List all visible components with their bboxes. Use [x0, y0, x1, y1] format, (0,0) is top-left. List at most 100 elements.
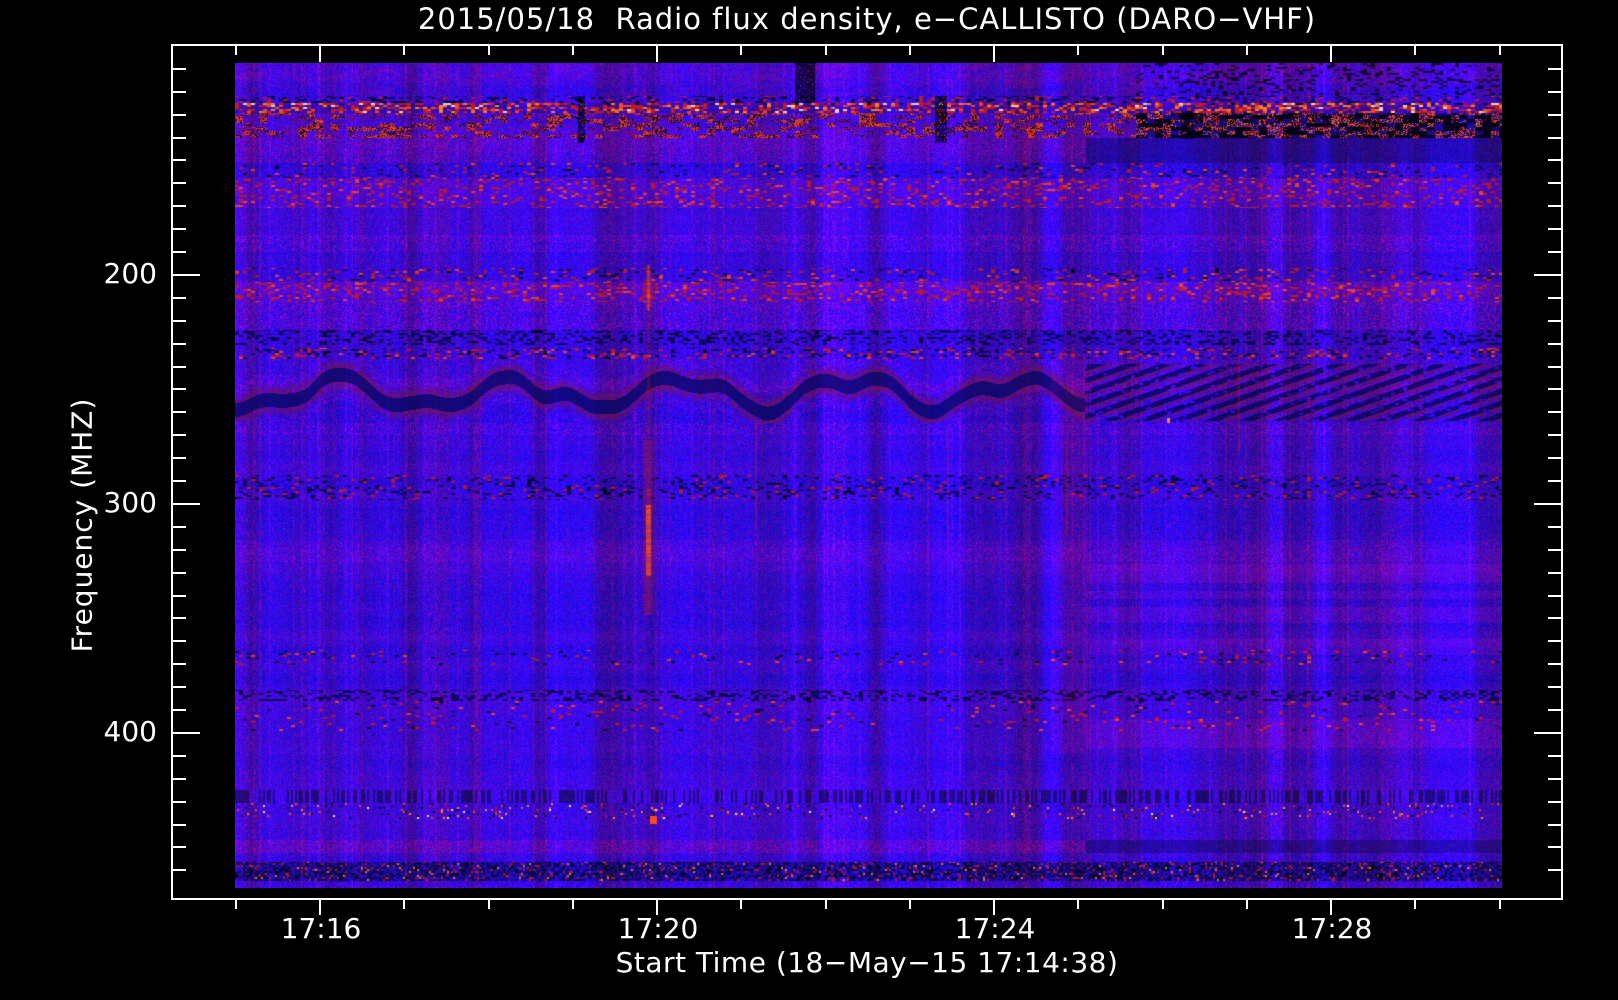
y-axis-tick	[1548, 869, 1561, 871]
x-axis-tick	[1414, 46, 1416, 55]
y-axis-tick	[173, 297, 186, 299]
y-axis-tick	[1534, 732, 1561, 734]
y-axis-tick	[1548, 297, 1561, 299]
x-axis-tick	[403, 900, 405, 909]
x-axis-tick	[1246, 900, 1248, 909]
x-axis-tick	[488, 900, 490, 909]
x-tick-label: 17:28	[1291, 912, 1373, 945]
y-tick-label: 200	[103, 257, 157, 290]
y-axis-tick	[173, 709, 186, 711]
x-axis-tick	[1162, 46, 1164, 55]
y-axis-tick	[173, 755, 186, 757]
y-axis-tick	[1548, 343, 1561, 345]
y-axis-tick	[173, 159, 186, 161]
y-axis-tick	[173, 663, 186, 665]
y-axis-tick	[1548, 137, 1561, 139]
y-axis-tick	[173, 388, 186, 390]
x-axis-title: Start Time (18−May−15 17:14:38)	[615, 946, 1119, 979]
y-axis-tick	[173, 686, 186, 688]
y-axis-tick	[1548, 572, 1561, 574]
x-axis-tick	[993, 46, 995, 62]
y-axis-tick	[173, 617, 186, 619]
x-axis-tick	[656, 46, 658, 62]
y-axis-tick	[1548, 159, 1561, 161]
y-axis-tick	[173, 801, 186, 803]
x-axis-tick	[403, 46, 405, 55]
x-axis-tick	[572, 46, 574, 55]
x-axis-tick	[1077, 46, 1079, 55]
y-axis-tick	[173, 251, 186, 253]
y-axis-tick	[1548, 617, 1561, 619]
y-axis-tick	[173, 549, 186, 551]
x-axis-tick	[1330, 900, 1332, 915]
x-axis-tick	[1330, 46, 1332, 62]
y-axis-tick	[1548, 205, 1561, 207]
chart-title: 2015/05/18 Radio flux density, e−CALLIST…	[417, 2, 1317, 36]
y-axis-tick	[1548, 709, 1561, 711]
y-axis-tick	[173, 366, 186, 368]
y-axis-tick	[173, 572, 186, 574]
y-axis-tick	[173, 137, 186, 139]
y-axis-tick	[173, 778, 186, 780]
y-axis-tick	[1548, 182, 1561, 184]
y-axis-tick	[1548, 755, 1561, 757]
y-axis-tick	[1548, 457, 1561, 459]
y-axis-tick	[173, 434, 186, 436]
y-axis-tick	[1548, 68, 1561, 70]
x-tick-label: 17:20	[617, 912, 699, 945]
y-axis-tick	[1548, 411, 1561, 413]
x-axis-tick	[319, 900, 321, 915]
y-axis-tick	[1548, 663, 1561, 665]
y-axis-tick	[173, 320, 186, 322]
y-axis-tick	[173, 205, 186, 207]
y-axis-tick	[1534, 274, 1561, 276]
y-axis-tick	[1548, 526, 1561, 528]
x-axis-tick	[235, 46, 237, 55]
y-axis-tick	[173, 846, 186, 848]
y-axis-tick	[1548, 228, 1561, 230]
spectrogram-canvas	[235, 63, 1502, 888]
y-tick-label: 400	[103, 715, 157, 748]
y-axis-tick	[173, 114, 186, 116]
y-axis-tick	[173, 526, 186, 528]
y-axis-tick	[173, 411, 186, 413]
y-axis-tick	[1548, 824, 1561, 826]
y-axis-tick	[1548, 801, 1561, 803]
x-tick-label: 17:24	[954, 912, 1036, 945]
y-axis-tick	[173, 343, 186, 345]
y-axis-tick	[1548, 320, 1561, 322]
x-axis-tick	[1499, 46, 1501, 55]
y-axis-tick	[173, 91, 186, 93]
x-axis-tick	[1499, 900, 1501, 909]
x-axis-tick	[909, 900, 911, 909]
y-axis-tick	[173, 503, 200, 505]
x-axis-tick	[909, 46, 911, 55]
x-axis-tick	[1414, 900, 1416, 909]
y-axis-tick	[1548, 366, 1561, 368]
y-axis-tick	[1548, 388, 1561, 390]
x-axis-tick	[740, 46, 742, 55]
x-axis-tick	[1077, 900, 1079, 909]
y-axis-tick	[1534, 503, 1561, 505]
x-axis-tick	[572, 900, 574, 909]
y-axis-tick	[173, 869, 186, 871]
y-axis-tick	[1548, 686, 1561, 688]
x-tick-label: 17:16	[280, 912, 362, 945]
y-axis-tick	[1548, 846, 1561, 848]
y-axis-tick	[173, 68, 186, 70]
y-axis-tick	[1548, 91, 1561, 93]
y-axis-tick	[173, 228, 186, 230]
y-axis-tick	[1548, 251, 1561, 253]
x-axis-tick	[825, 46, 827, 55]
y-axis-tick	[173, 595, 186, 597]
y-axis-tick	[173, 640, 186, 642]
y-tick-label: 300	[103, 486, 157, 519]
y-axis-tick	[1548, 595, 1561, 597]
y-axis-tick	[1548, 114, 1561, 116]
y-axis-tick	[173, 732, 200, 734]
x-axis-tick	[740, 900, 742, 909]
x-axis-tick	[1246, 46, 1248, 55]
x-axis-tick	[1162, 900, 1164, 909]
y-axis-tick	[173, 457, 186, 459]
x-axis-tick	[993, 900, 995, 915]
